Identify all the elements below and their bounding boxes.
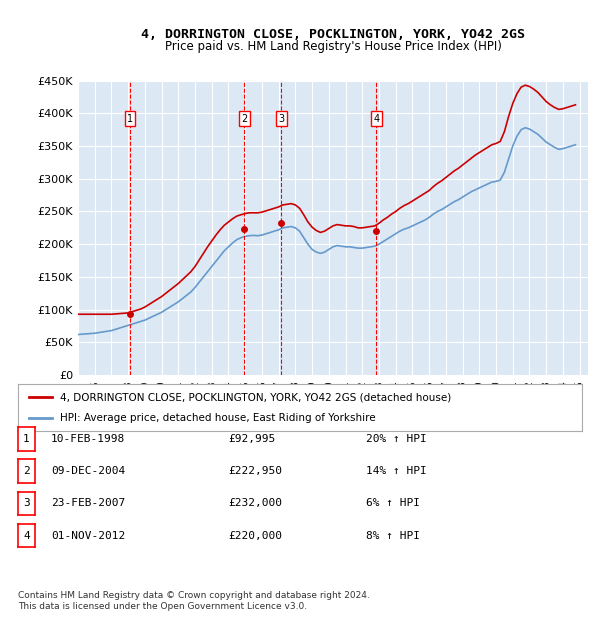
Text: 1: 1 [127,114,133,124]
Text: 8% ↑ HPI: 8% ↑ HPI [366,531,420,541]
Text: 4, DORRINGTON CLOSE, POCKLINGTON, YORK, YO42 2GS (detached house): 4, DORRINGTON CLOSE, POCKLINGTON, YORK, … [60,392,452,402]
Text: 4, DORRINGTON CLOSE, POCKLINGTON, YORK, YO42 2GS: 4, DORRINGTON CLOSE, POCKLINGTON, YORK, … [141,28,525,40]
Text: HPI: Average price, detached house, East Riding of Yorkshire: HPI: Average price, detached house, East… [60,413,376,423]
Text: 10-FEB-1998: 10-FEB-1998 [51,434,125,444]
Text: £232,000: £232,000 [228,498,282,508]
Text: 3: 3 [23,498,30,508]
Text: 1: 1 [23,434,30,444]
Text: 23-FEB-2007: 23-FEB-2007 [51,498,125,508]
Text: 6% ↑ HPI: 6% ↑ HPI [366,498,420,508]
Text: 14% ↑ HPI: 14% ↑ HPI [366,466,427,476]
Text: 4: 4 [373,114,379,124]
Text: 01-NOV-2012: 01-NOV-2012 [51,531,125,541]
Text: 20% ↑ HPI: 20% ↑ HPI [366,434,427,444]
Text: 3: 3 [278,114,284,124]
Text: 09-DEC-2004: 09-DEC-2004 [51,466,125,476]
Text: 4: 4 [23,531,30,541]
Text: £220,000: £220,000 [228,531,282,541]
Text: Price paid vs. HM Land Registry's House Price Index (HPI): Price paid vs. HM Land Registry's House … [164,40,502,53]
Text: 2: 2 [241,114,247,124]
Text: £222,950: £222,950 [228,466,282,476]
Text: £92,995: £92,995 [228,434,275,444]
Text: 2: 2 [23,466,30,476]
Text: Contains HM Land Registry data © Crown copyright and database right 2024.
This d: Contains HM Land Registry data © Crown c… [18,591,370,611]
